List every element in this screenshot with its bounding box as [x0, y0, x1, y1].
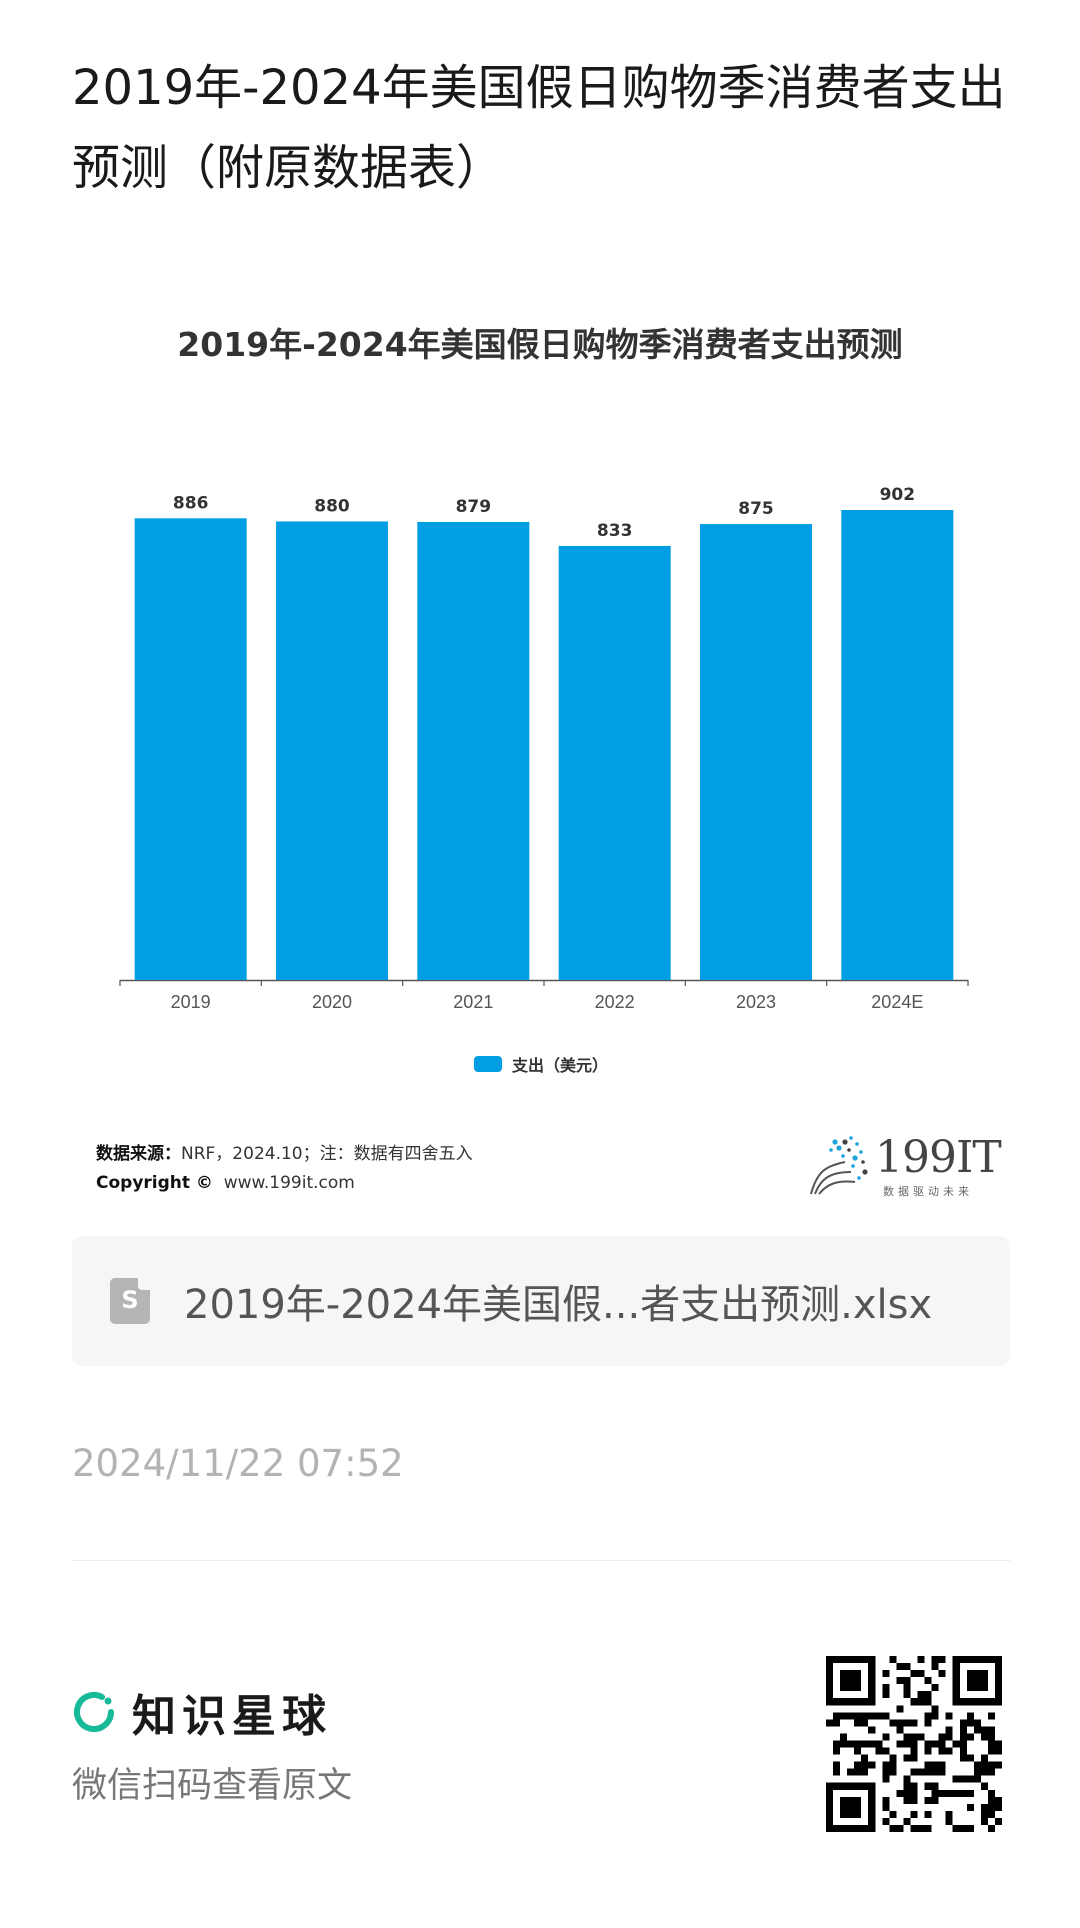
brand-dot	[862, 1169, 868, 1175]
legend-swatch	[474, 1056, 502, 1072]
bar	[841, 510, 954, 980]
brand-logo: 199IT 数据驱动未来	[805, 1130, 1002, 1200]
brand-dot	[852, 1155, 858, 1161]
data-label: 880	[314, 496, 350, 516]
x-tick-label: 2020	[312, 992, 352, 1012]
brand-dot	[842, 1139, 848, 1145]
source-text: NRF，2024.10；注：数据有四舍五入	[181, 1144, 473, 1164]
x-tick-label: 2023	[736, 992, 776, 1012]
data-label: 886	[173, 493, 209, 513]
x-tick-label: 2024E	[871, 992, 923, 1012]
chart-legend: 支出（美元）	[474, 1052, 608, 1076]
copyright-url: www.199it.com	[223, 1173, 355, 1193]
planet-name: 知识星球	[132, 1691, 332, 1742]
legend-label: 支出（美元）	[512, 1056, 609, 1075]
source-label: 数据来源：	[96, 1144, 181, 1164]
bar	[134, 518, 247, 980]
data-source: 数据来源：NRF，2024.10；注：数据有四舍五入 Copyright © w…	[96, 1140, 473, 1198]
brand-dot	[855, 1142, 859, 1146]
spreadsheet-file-icon: S	[110, 1278, 150, 1324]
brand-dot	[859, 1150, 863, 1154]
attachment-file-name: 2019年-2024年美国假...者支出预测.xlsx	[184, 1282, 933, 1328]
brand-dot	[836, 1145, 842, 1151]
bar	[700, 524, 812, 980]
brand-name: 199IT	[875, 1132, 1002, 1183]
brand-dot	[847, 1148, 851, 1152]
brand-dot	[849, 1136, 853, 1140]
brand-dot	[832, 1139, 838, 1145]
brand-dot	[851, 1164, 855, 1168]
attachment-card[interactable]: S 2019年-2024年美国假...者支出预测.xlsx	[72, 1236, 1010, 1366]
copyright-label: Copyright ©	[96, 1173, 213, 1193]
brand-dot	[841, 1154, 845, 1158]
dandelion-icon	[810, 1136, 868, 1195]
brand-dot	[861, 1160, 865, 1164]
planet-logo-icon	[74, 1692, 114, 1732]
knowledge-planet-brand[interactable]: 知识星球	[72, 1680, 332, 1744]
brand-tagline: 数据驱动未来	[883, 1185, 973, 1198]
data-label: 902	[880, 485, 916, 505]
publish-timestamp: 2024/11/22 07:52	[72, 1442, 404, 1485]
x-tick-label: 2021	[453, 992, 493, 1012]
scan-instruction: 微信扫码查看原文	[72, 1766, 353, 1806]
brand-dot	[829, 1148, 833, 1152]
file-icon-letter: S	[121, 1286, 139, 1314]
bar-chart: 886 2019 880 2020 879 2021 833 2022 875 2023 902 20…	[119, 485, 969, 1012]
bar	[558, 545, 671, 980]
data-label: 833	[597, 521, 633, 541]
x-tick-label: 2019	[171, 992, 211, 1012]
x-tick-label: 2022	[595, 992, 635, 1012]
brand-dot	[857, 1176, 861, 1180]
chart-title: 2019年-2024年美国假日购物季消费者支出预测	[177, 325, 903, 364]
page-title: 2019年-2024年美国假日购物季消费者支出预测（附原数据表）	[72, 60, 1006, 196]
data-label: 875	[738, 499, 774, 519]
bar	[276, 521, 388, 980]
bar	[417, 521, 530, 980]
divider	[72, 1560, 1010, 1561]
qr-code-icon[interactable]	[826, 1656, 1002, 1832]
data-label: 879	[456, 497, 492, 517]
